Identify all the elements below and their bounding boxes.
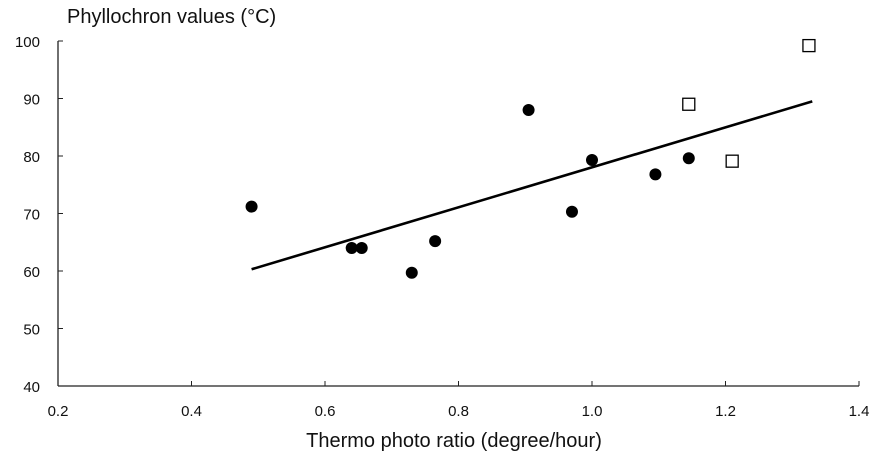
y-tick-label: 50	[23, 322, 40, 339]
axes	[57, 41, 859, 387]
x-tick-label: 0.4	[181, 403, 202, 420]
filled-circle-point	[522, 104, 535, 116]
trendline-group	[251, 100, 813, 271]
x-tick-label: 0.8	[448, 403, 469, 420]
open-square-point	[725, 154, 739, 168]
x-axis-ticks: 0.2 0.4 0.6 0.8 1.0 1.2 1.4	[48, 381, 870, 420]
y-tick-label: 80	[23, 149, 40, 166]
filled-circle-point	[649, 168, 662, 181]
filled-circle-point	[355, 242, 368, 254]
open-square-point	[682, 97, 696, 111]
y-axis-ticks: 40 50 60 70 80 90 100	[15, 34, 63, 396]
filled-circle-point	[682, 152, 695, 165]
filled-circle-point	[245, 200, 258, 213]
open-square-point	[802, 38, 816, 53]
x-tick-label: 1.4	[849, 403, 870, 420]
data-points	[245, 38, 816, 279]
y-axis-title: Phyllochron values (°C)	[67, 6, 276, 28]
filled-circle-point	[429, 235, 442, 248]
x-axis-title: Thermo photo ratio (degree/hour)	[306, 430, 602, 452]
y-tick-label: 60	[23, 264, 40, 281]
filled-circle-point	[565, 205, 578, 218]
x-tick-label: 1.0	[582, 403, 603, 420]
y-tick-label: 90	[23, 92, 40, 109]
filled-circle-point	[345, 242, 358, 254]
trendline	[251, 100, 813, 271]
y-tick-label: 40	[23, 379, 40, 396]
y-tick-label: 70	[23, 207, 40, 224]
x-tick-label: 1.2	[715, 403, 736, 420]
x-tick-label: 0.2	[48, 403, 69, 420]
y-tick-label: 100	[15, 34, 40, 51]
x-tick-label: 0.6	[315, 403, 336, 420]
filled-circle-point	[586, 154, 598, 167]
filled-circle-point	[405, 266, 418, 279]
